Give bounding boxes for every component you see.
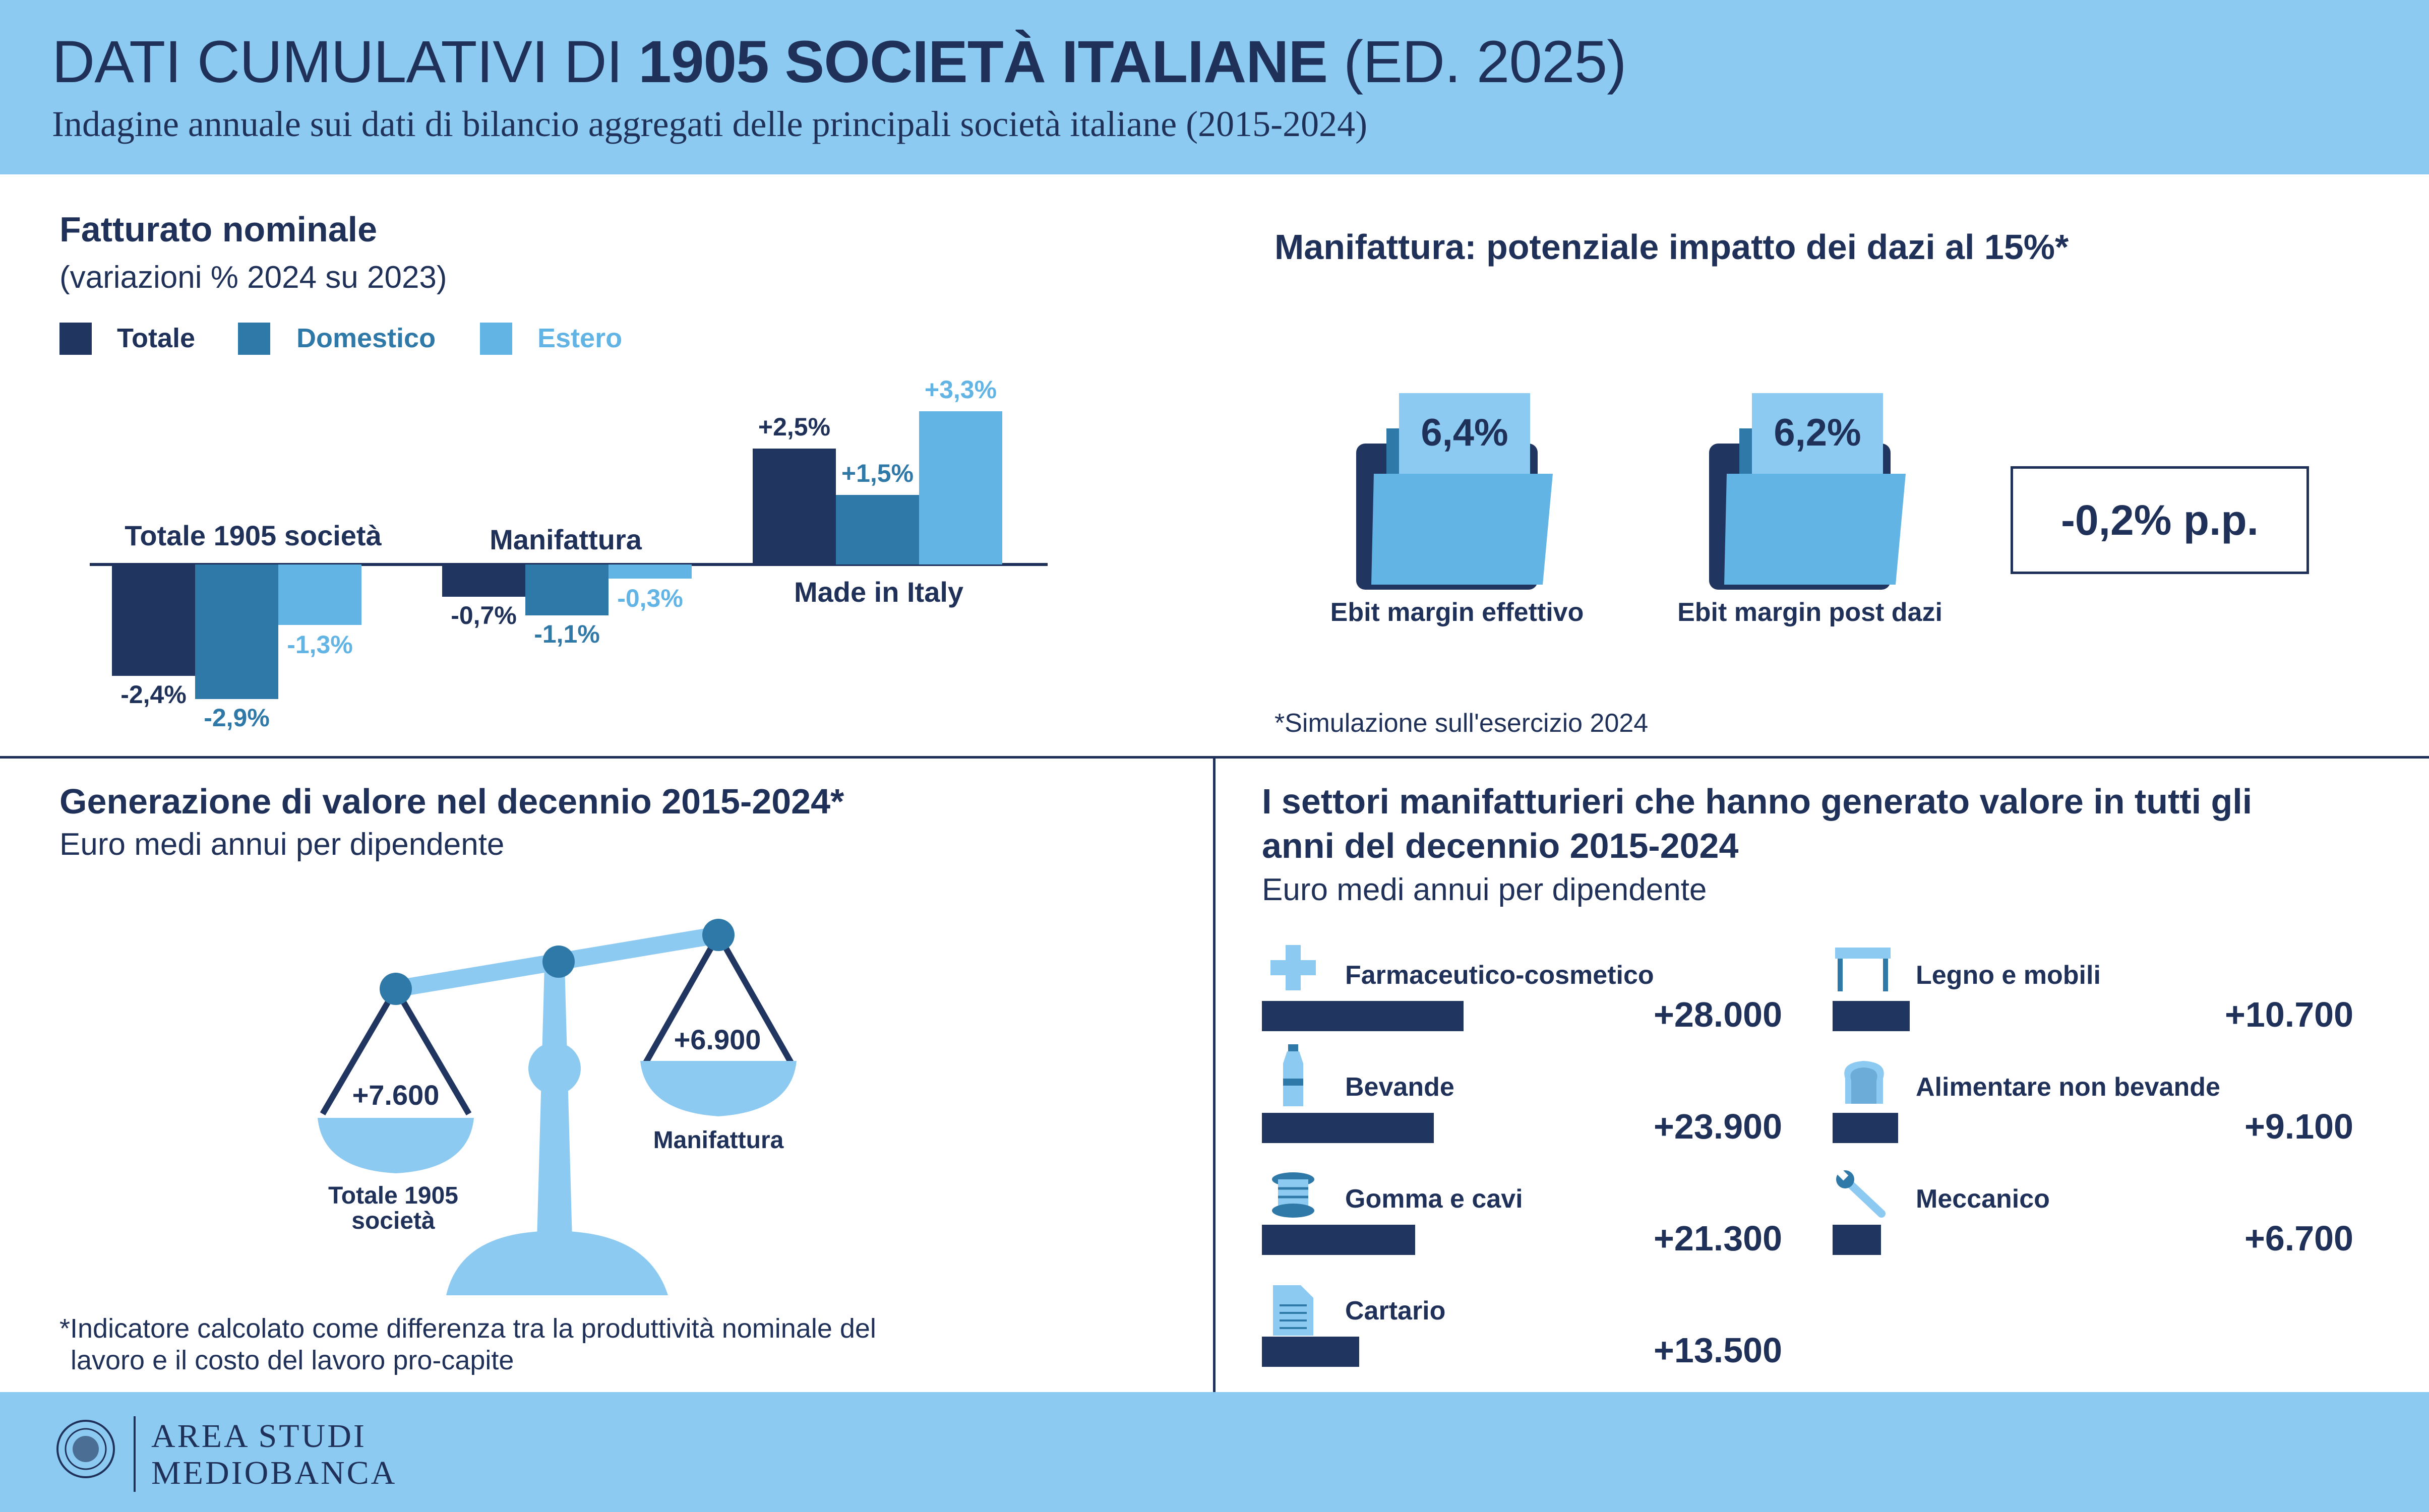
sector-bar bbox=[1833, 1001, 1910, 1031]
sector-bar bbox=[1833, 1113, 1898, 1143]
delta-box: -0,2% p.p. bbox=[2011, 466, 2309, 574]
sector-label: Legno e mobili bbox=[1916, 961, 2101, 990]
fatturato-data-label: -0,3% bbox=[617, 584, 683, 612]
fatturato-category-label: Totale 1905 società bbox=[125, 520, 382, 551]
sector-bar bbox=[1833, 1225, 1881, 1255]
legend-label-estero: Estero bbox=[537, 323, 623, 353]
balance-scale-icon bbox=[318, 919, 797, 1295]
ebit-effettivo-label: Ebit margin effettivo bbox=[1330, 598, 1584, 627]
footer-line-1: AREA STUDI bbox=[151, 1418, 367, 1455]
footer-separator bbox=[134, 1416, 136, 1492]
fatturato-chart: Totale 1905 società -2,4% -2,9% -1,3% Manifa… bbox=[0, 0, 1109, 756]
fatturato-data-label: +3,3% bbox=[924, 375, 997, 404]
folder-effettivo-icon bbox=[1356, 393, 1553, 590]
settori-title-2: anni del decennio 2015-2024 bbox=[1262, 826, 1739, 865]
page-title: DATI CUMULATIVI DI 1905 SOCIETÀ ITALIANE… bbox=[52, 29, 1627, 95]
fatturato-bar bbox=[609, 564, 692, 579]
ebit-effettivo-value: 6,4% bbox=[1421, 411, 1508, 454]
footer-band bbox=[0, 1392, 2429, 1512]
fatturato-data-label: -0,7% bbox=[451, 601, 517, 630]
footer-line-2: MEDIOBANCA bbox=[151, 1455, 397, 1491]
sector-bar bbox=[1262, 1337, 1359, 1367]
fatturato-category-label: Manifattura bbox=[490, 524, 642, 555]
valore-left-label-1: Totale 1905 bbox=[328, 1182, 458, 1209]
fatturato-bar bbox=[525, 564, 609, 616]
sector-value: +13.500 bbox=[1654, 1331, 1782, 1370]
valore-subtitle: Euro medi annui per dipendente bbox=[59, 827, 505, 862]
sector-bar bbox=[1262, 1001, 1464, 1031]
page-subtitle: Indagine annuale sui dati di bilancio ag… bbox=[52, 104, 1368, 144]
valore-left-value: +7.600 bbox=[352, 1079, 440, 1111]
ebit-post-label: Ebit margin post dazi bbox=[1677, 598, 1942, 627]
valore-left-label-2: società bbox=[351, 1208, 435, 1234]
fatturato-data-label: -1,3% bbox=[287, 630, 353, 659]
fatturato-category-label: Made in Italy bbox=[794, 576, 964, 608]
legend-label-totale: Totale bbox=[117, 323, 196, 353]
fatturato-bar bbox=[836, 495, 919, 564]
fatturato-data-label: -2,4% bbox=[120, 680, 187, 709]
fatturato-bar bbox=[195, 564, 278, 699]
legend-label-domestico: Domestico bbox=[296, 323, 436, 353]
valore-title: Generazione di valore nel decennio 2015-… bbox=[59, 782, 844, 821]
sector-label: Meccanico bbox=[1916, 1184, 2050, 1214]
dazi-note: *Simulazione sull'esercizio 2024 bbox=[1274, 709, 1649, 738]
fatturato-title: Fatturato nominale bbox=[59, 210, 378, 249]
sector-label: Cartario bbox=[1345, 1296, 1446, 1326]
vertical-divider bbox=[1213, 756, 1216, 1392]
settori-subtitle: Euro medi annui per dipendente bbox=[1262, 872, 1707, 907]
sector-label: Bevande bbox=[1345, 1073, 1454, 1102]
valore-right-label: Manifattura bbox=[653, 1127, 784, 1154]
table-icon bbox=[1835, 948, 1891, 991]
fatturato-data-label: +2,5% bbox=[758, 413, 831, 441]
folder-post-dazi-icon bbox=[1709, 393, 1906, 590]
valore-note-2: lavoro e il costo del lavoro pro-capite bbox=[71, 1345, 514, 1375]
sector-value: +21.300 bbox=[1654, 1219, 1782, 1258]
sector-value: +6.700 bbox=[2244, 1219, 2353, 1258]
fatturato-data-label: -2,9% bbox=[204, 703, 270, 732]
sector-bar bbox=[1262, 1225, 1416, 1255]
sector-label: Alimentare non bevande bbox=[1916, 1073, 2220, 1102]
sector-value: +28.000 bbox=[1654, 995, 1782, 1034]
fatturato-bar bbox=[112, 564, 195, 676]
mediobanca-seal-icon bbox=[56, 1420, 115, 1478]
fatturato-bar bbox=[919, 411, 1002, 564]
bread-icon bbox=[1844, 1061, 1884, 1104]
fatturato-bar bbox=[753, 449, 836, 564]
bottle-icon bbox=[1283, 1044, 1303, 1106]
medical-cross-icon bbox=[1270, 945, 1316, 990]
sector-value: +23.900 bbox=[1654, 1107, 1782, 1146]
paper-document-icon bbox=[1273, 1285, 1313, 1336]
wrench-icon bbox=[1836, 1169, 1886, 1218]
sector-bar bbox=[1262, 1113, 1434, 1143]
fatturato-bar bbox=[442, 564, 525, 597]
valore-note-1: *Indicatore calcolato come differenza tr… bbox=[59, 1313, 876, 1344]
cable-reel-icon bbox=[1272, 1172, 1314, 1218]
legend-swatch-totale bbox=[59, 323, 92, 355]
header-band bbox=[0, 0, 2429, 174]
sector-label: Gomma e cavi bbox=[1345, 1184, 1523, 1214]
dazi-title: Manifattura: potenziale impatto dei dazi… bbox=[1274, 227, 2069, 267]
fatturato-bar bbox=[278, 564, 361, 625]
sector-value: +9.100 bbox=[2244, 1107, 2353, 1146]
ebit-post-value: 6,2% bbox=[1774, 411, 1861, 454]
legend-swatch-estero bbox=[480, 323, 512, 355]
legend-swatch-domestico bbox=[238, 323, 270, 355]
sector-value: +10.700 bbox=[2225, 995, 2353, 1034]
fatturato-subtitle: (variazioni % 2024 su 2023) bbox=[59, 260, 447, 295]
valore-right-value: +6.900 bbox=[674, 1024, 761, 1055]
sector-label: Farmaceutico-cosmetico bbox=[1345, 961, 1654, 990]
fatturato-data-label: +1,5% bbox=[841, 459, 914, 487]
settori-title-1: I settori manifatturieri che hanno gener… bbox=[1262, 782, 2253, 821]
fatturato-data-label: -1,1% bbox=[534, 620, 600, 649]
